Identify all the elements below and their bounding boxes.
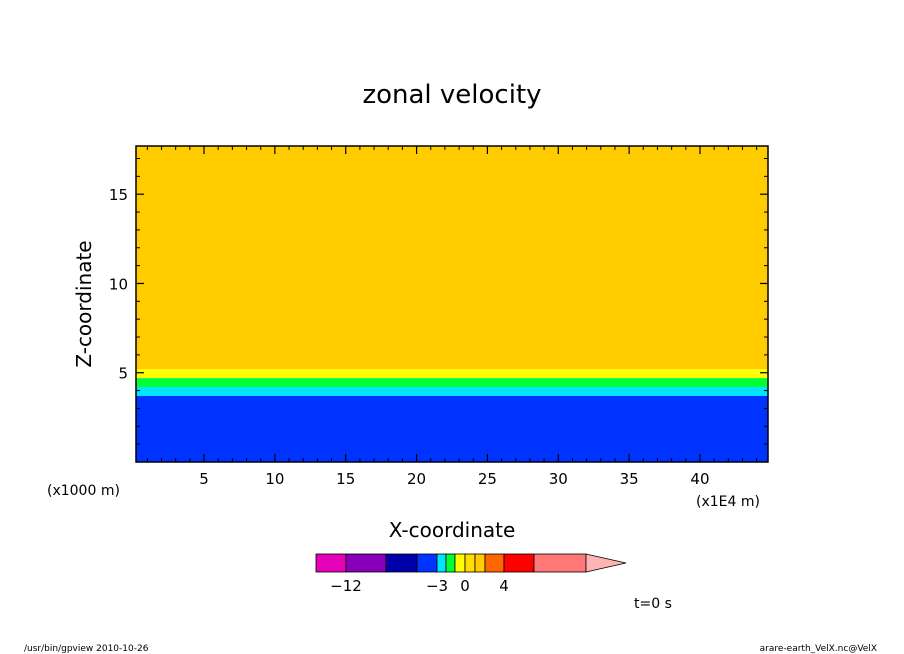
x-axis-ticks: 5 10 15 20 25 30 35 40	[146, 146, 758, 488]
footer-right: arare-earth_VelX.nc@VelX	[760, 644, 877, 654]
x-tick-label: 25	[478, 470, 497, 488]
x-tick-label: 40	[690, 470, 709, 488]
colorbar-tick-label: 4	[499, 577, 509, 595]
colorbar-tick-label: −12	[330, 577, 362, 595]
colorbar-tick-label: −3	[426, 577, 448, 595]
colorbar-segment	[436, 553, 447, 573]
colorbar-segment	[445, 553, 456, 573]
colorbar-segment	[533, 553, 587, 573]
colorbar-segment	[385, 553, 418, 573]
colorbar-segment	[345, 553, 387, 573]
footer-left: /usr/bin/gpview 2010-10-26	[24, 644, 149, 654]
plot-frame	[135, 145, 769, 463]
colorbar-segment	[474, 553, 486, 573]
colorbar-segment	[484, 553, 505, 573]
colorbar-segment	[464, 553, 476, 573]
y-unit-label: (x1000 m)	[47, 483, 120, 499]
contour-band	[136, 395, 768, 462]
y-axis-label: Z-coordinate	[72, 240, 96, 367]
colorbar-segment	[315, 553, 347, 573]
x-tick-label: 30	[549, 470, 568, 488]
x-tick-label: 15	[336, 470, 355, 488]
x-tick-label: 5	[199, 470, 209, 488]
contour-band	[136, 146, 768, 370]
contour-band	[136, 378, 768, 388]
chart-title: zonal velocity	[362, 80, 541, 110]
colorbar-tick-label: 0	[460, 577, 470, 595]
colorbar-tick-labels: −12 −3 0 4	[330, 577, 509, 595]
x-unit-label: (x1E4 m)	[696, 494, 760, 510]
colorbar-segment	[503, 553, 535, 573]
x-tick-label: 20	[407, 470, 426, 488]
x-tick-label: 10	[265, 470, 284, 488]
contour-band	[136, 369, 768, 379]
contour-band	[136, 387, 768, 396]
y-tick-label: 10	[109, 275, 128, 293]
y-tick-label: 15	[109, 186, 128, 204]
time-label: t=0 s	[634, 596, 672, 612]
colorbar-segment	[454, 553, 466, 573]
x-axis-label: X-coordinate	[389, 518, 516, 542]
y-tick-label: 5	[118, 365, 128, 383]
colorbar-segment	[416, 553, 438, 573]
colorbar	[315, 553, 627, 573]
colorbar-extension-arrow	[585, 553, 627, 573]
contour-bands	[136, 146, 768, 462]
x-tick-label: 35	[620, 470, 639, 488]
